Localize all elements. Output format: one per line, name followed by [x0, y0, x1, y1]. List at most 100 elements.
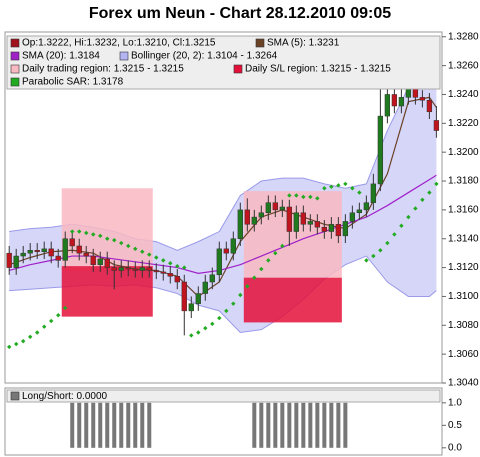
- y-tick-label: 1.3080: [448, 320, 479, 331]
- sar-point: [147, 252, 152, 257]
- sar-point: [35, 330, 40, 335]
- sar-point: [63, 305, 68, 311]
- region: [243, 277, 342, 323]
- candle-body: [90, 255, 96, 265]
- sar-point: [168, 261, 173, 266]
- sar-point: [28, 334, 33, 340]
- sar-point: [350, 186, 355, 191]
- candle-body: [48, 248, 54, 257]
- bar: [266, 402, 271, 448]
- sar-point: [420, 197, 425, 202]
- bar: [301, 402, 306, 448]
- sar-point: [238, 292, 243, 298]
- candle-body: [363, 202, 370, 211]
- candle-body: [160, 271, 166, 274]
- y-tick-label: 1.3180: [448, 176, 479, 187]
- candle-body: [174, 275, 180, 283]
- candle-body: [314, 221, 320, 228]
- candle-body: [328, 224, 334, 232]
- candle-body: [153, 270, 159, 273]
- legend-swatch: [10, 38, 20, 48]
- sar-point: [371, 253, 376, 259]
- sar-point: [378, 248, 383, 253]
- y-tick-label: 1.3040: [448, 378, 479, 389]
- candle-body: [76, 245, 82, 254]
- sar-point: [84, 230, 89, 236]
- legend-swatch: [10, 64, 20, 74]
- candle-body: [391, 94, 398, 107]
- sar-point: [91, 232, 96, 237]
- sar-point: [77, 229, 82, 234]
- candle-body: [41, 248, 47, 252]
- legend-box: [6, 389, 441, 403]
- candle-body: [335, 224, 342, 237]
- bar: [329, 402, 334, 448]
- candle-body: [55, 255, 61, 261]
- sar-point: [98, 233, 103, 239]
- sar-point: [399, 223, 404, 228]
- candle-body: [62, 238, 68, 261]
- legend-label: Long/Short: 0.0000: [22, 391, 108, 402]
- sar-point: [427, 190, 432, 195]
- bar: [126, 402, 131, 448]
- bar: [112, 402, 117, 448]
- legend-swatch: [255, 38, 265, 48]
- sar-point: [7, 344, 12, 350]
- y-tick-label: 1.3200: [448, 147, 479, 158]
- sar-point: [308, 194, 313, 200]
- legend-label: Daily trading region: 1.3215 - 1.3215: [22, 64, 184, 75]
- legend-label: Parabolic SAR: 1.3178: [22, 77, 124, 88]
- candle-body: [356, 209, 363, 214]
- candle-body: [286, 206, 292, 232]
- sar-point: [287, 193, 292, 198]
- candle-body: [258, 212, 264, 218]
- y-tick-label: 1.3280: [448, 31, 479, 42]
- sar-point: [413, 206, 418, 211]
- candle-body: [405, 88, 412, 98]
- sar-point: [224, 308, 229, 314]
- sar-point: [49, 318, 54, 324]
- candle-body: [321, 226, 327, 232]
- candle-body: [412, 88, 419, 98]
- candle-body: [384, 94, 391, 117]
- sar-point: [210, 321, 215, 327]
- bar: [322, 402, 327, 448]
- sar-point: [294, 193, 299, 198]
- sar-point: [217, 315, 222, 321]
- bar: [308, 402, 313, 448]
- sar-point: [21, 338, 26, 344]
- bar: [140, 402, 145, 448]
- sar-point: [14, 341, 19, 347]
- y-tick-label: 1.3100: [448, 291, 479, 302]
- candle-body: [146, 267, 152, 271]
- candle-body: [300, 212, 306, 225]
- sar-point: [329, 184, 334, 189]
- candle-body: [181, 281, 187, 312]
- sar-point: [175, 263, 180, 269]
- bar: [273, 402, 278, 448]
- region: [243, 191, 342, 278]
- bar: [77, 402, 82, 448]
- sar-point: [315, 196, 320, 201]
- bar: [91, 402, 96, 448]
- sar-point: [434, 181, 439, 187]
- bar: [84, 402, 89, 448]
- candle-body: [188, 303, 194, 312]
- candle-body: [293, 212, 299, 232]
- sar-point: [140, 249, 145, 254]
- candle-body: [279, 206, 285, 211]
- sar-point: [245, 284, 250, 289]
- chart-title: Forex um Neun - Chart 28.12.2010 09:05: [89, 5, 391, 22]
- sma-line: [9, 96, 437, 298]
- sar-point: [392, 232, 397, 237]
- y-tick-label: 1.3160: [448, 205, 479, 216]
- candle-body: [69, 238, 75, 247]
- y-tick-label: 1.3140: [448, 233, 479, 244]
- sar-point: [161, 258, 166, 263]
- legend-label: Daily S/L region: 1.3215 - 1.3215: [245, 64, 391, 75]
- bar: [98, 402, 103, 448]
- legend-swatch: [10, 51, 20, 61]
- sar-point: [301, 194, 306, 200]
- y-tick-label: 0.0: [448, 442, 462, 453]
- sar-point: [357, 190, 362, 195]
